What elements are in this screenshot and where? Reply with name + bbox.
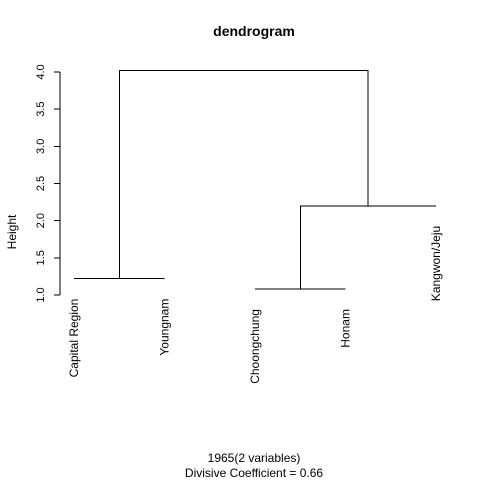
dendrogram-branch bbox=[118, 70, 369, 279]
leaf-labels: Capital Region Youngnam Choongchung Honam Ka… bbox=[67, 226, 443, 384]
dendrogram-branch bbox=[299, 205, 436, 290]
y-tick-label: 4.0 bbox=[35, 64, 47, 79]
y-tick-label: 1.0 bbox=[35, 287, 47, 302]
chart-title: dendrogram bbox=[213, 23, 295, 39]
y-tick-label: 2.0 bbox=[35, 213, 47, 228]
y-axis: 1.0 1.5 2.0 2.5 3.0 3.5 4.0 bbox=[35, 64, 61, 303]
y-tick-label: 1.5 bbox=[35, 250, 47, 265]
leaf-label: Capital Region bbox=[67, 299, 81, 378]
y-tick-label: 3.5 bbox=[35, 102, 47, 117]
divisive-coefficient-label: Divisive Coefficient = 0.66 bbox=[185, 466, 324, 480]
leaf-label: Youngnam bbox=[158, 299, 172, 356]
y-axis-label: Height bbox=[5, 214, 19, 249]
y-tick-label: 3.0 bbox=[35, 139, 47, 154]
leaf-label: Honam bbox=[339, 309, 353, 348]
y-tick-label: 2.5 bbox=[35, 176, 47, 191]
leaf-label: Kangwon/Jeju bbox=[429, 226, 443, 301]
dendrogram-branches bbox=[74, 70, 436, 290]
x-axis-label: 1965(2 variables) bbox=[208, 451, 301, 465]
leaf-label: Choongchung bbox=[248, 309, 262, 384]
